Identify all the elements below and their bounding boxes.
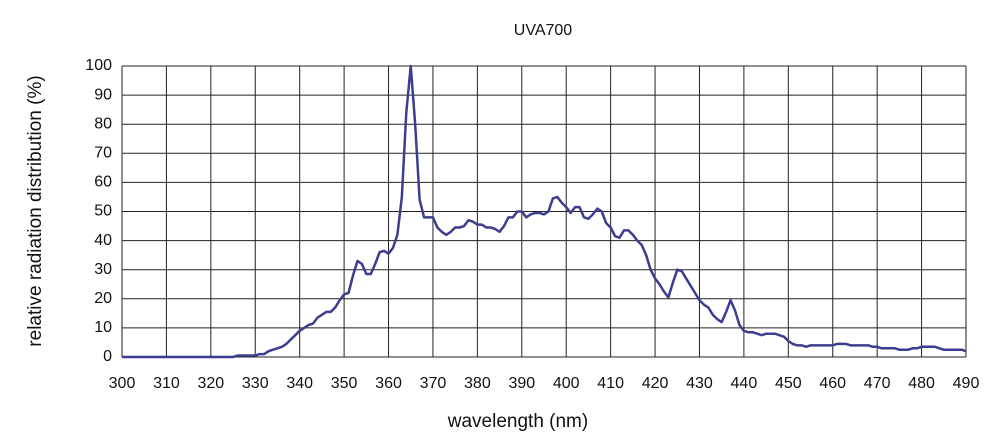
y-tick-label: 70 (94, 145, 112, 162)
y-tick-label: 10 (94, 319, 112, 336)
x-tick-label: 490 (953, 375, 980, 392)
x-tick-label: 460 (819, 375, 846, 392)
x-tick-label: 400 (553, 375, 580, 392)
x-tick-label: 410 (597, 375, 624, 392)
x-tick-label: 430 (686, 375, 713, 392)
y-tick-label: 20 (94, 290, 112, 307)
y-axis-label: relative radiation distribution (%) (25, 75, 46, 346)
y-tick-label: 40 (94, 232, 112, 249)
x-tick-label: 450 (775, 375, 802, 392)
x-tick-label: 470 (864, 375, 891, 392)
x-tick-label: 350 (331, 375, 358, 392)
x-tick-label: 330 (242, 375, 269, 392)
y-tick-label: 50 (94, 203, 112, 220)
x-tick-label: 420 (642, 375, 669, 392)
y-tick-label: 0 (103, 348, 112, 365)
x-tick-label: 300 (109, 375, 136, 392)
x-tick-label: 320 (197, 375, 224, 392)
x-axis-label: wavelength (nm) (447, 411, 588, 432)
x-tick-label: 480 (908, 375, 935, 392)
y-tick-label: 90 (94, 86, 112, 103)
y-tick-label: 80 (94, 115, 112, 132)
x-tick-label: 370 (420, 375, 447, 392)
x-tick-label: 340 (286, 375, 313, 392)
x-tick-label: 440 (731, 375, 758, 392)
x-tick-label: 380 (464, 375, 491, 392)
y-tick-label: 100 (85, 57, 112, 74)
x-tick-label: 360 (375, 375, 402, 392)
y-tick-label: 60 (94, 174, 112, 191)
y-tick-label: 30 (94, 261, 112, 278)
chart-title: UVA700 (514, 22, 573, 39)
data-line (122, 64, 967, 359)
x-tick-label: 310 (153, 375, 180, 392)
x-tick-label: 390 (508, 375, 535, 392)
